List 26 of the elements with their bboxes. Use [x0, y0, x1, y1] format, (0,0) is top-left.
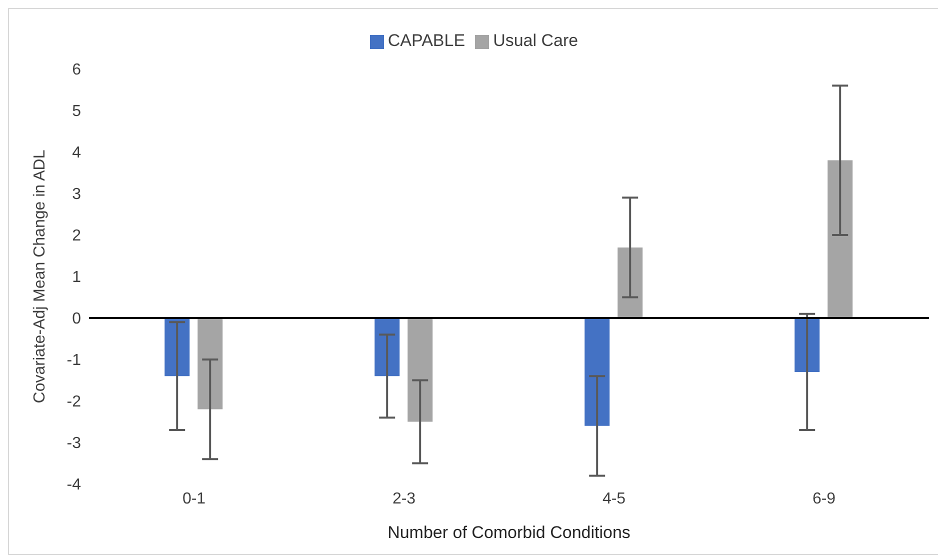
x-axis-title: Number of Comorbid Conditions: [388, 523, 630, 542]
x-tick-label: 0-1: [182, 490, 206, 508]
y-axis-title: Covariate-Adj Mean Change in ADL: [32, 150, 49, 404]
bar: [408, 318, 433, 422]
bar: [828, 160, 853, 318]
bar: [618, 247, 643, 318]
bar: [584, 318, 610, 426]
x-tick-label: 2-3: [392, 490, 416, 508]
x-tick-label: 6-9: [812, 490, 836, 508]
y-tick-label: 2: [72, 228, 82, 245]
y-tick-label: -3: [66, 435, 82, 452]
legend-label: Usual Care: [493, 31, 578, 50]
legend-label: CAPABLE: [388, 31, 466, 50]
y-tick-label: -2: [66, 394, 82, 411]
y-tick-label: 4: [72, 144, 82, 162]
bar: [374, 318, 400, 376]
y-tick-label: -4: [66, 476, 82, 494]
y-tick-label: 3: [72, 186, 82, 204]
y-tick-label: 6: [72, 62, 82, 79]
x-tick-label: 4-5: [602, 490, 626, 508]
bar: [794, 318, 820, 372]
bar: [198, 318, 223, 410]
y-tick-label: 0: [72, 310, 82, 328]
y-tick-label: 5: [72, 103, 82, 120]
y-tick-label: -1: [66, 352, 82, 370]
y-tick-label: 1: [72, 269, 82, 286]
